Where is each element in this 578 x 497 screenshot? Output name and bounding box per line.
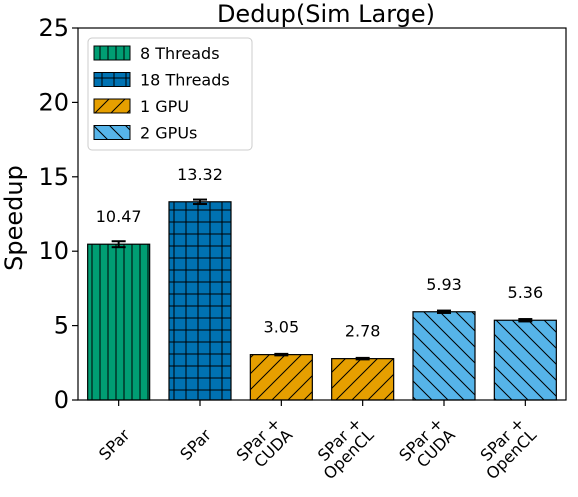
x-tick-label: SPar +CUDA: [233, 413, 297, 477]
legend-frame: [87, 37, 253, 151]
data-label: 5.36: [508, 283, 544, 302]
y-tick-label: 20: [38, 88, 69, 116]
legend: 8 Threads 18 Threads 1 GPU 2 GPUs: [87, 37, 253, 151]
legend-label: 8 Threads: [140, 44, 220, 63]
x-tick-label: SPar +CUDA: [395, 413, 459, 477]
bar-hatch: [493, 319, 557, 401]
plot-frame: [77, 27, 567, 401]
y-tick-label: 5: [54, 312, 69, 340]
legend-label: 1 GPU: [140, 97, 189, 116]
legend-item: 8 Threads: [93, 44, 220, 63]
y-tick-label: 10: [38, 237, 69, 265]
bar-group: 3.05: [249, 318, 313, 401]
bar-group: 2.78: [331, 322, 395, 401]
bar-group: 5.36: [493, 283, 557, 401]
y-tick-label: 15: [38, 163, 69, 191]
data-label: 13.32: [177, 165, 223, 184]
data-label: 3.05: [264, 318, 300, 337]
bar-group: 13.32: [168, 165, 232, 401]
legend-item: 18 Threads: [93, 71, 230, 90]
bar-hatch: [412, 311, 476, 401]
y-axis-label: Speedup: [0, 165, 28, 271]
bar-group: 10.47: [87, 207, 151, 401]
bar-hatch: [249, 354, 313, 401]
legend-swatch-hatch: [93, 45, 131, 61]
legend-item: 2 GPUs: [93, 124, 197, 143]
x-tick-label: SPar: [176, 425, 215, 464]
legend-item: 1 GPU: [93, 97, 189, 116]
data-label: 2.78: [345, 322, 381, 341]
legend-label: 18 Threads: [140, 71, 230, 90]
y-tick-label: 25: [38, 14, 69, 42]
data-label: 5.93: [426, 275, 462, 294]
legend-swatch-hatch: [93, 125, 131, 140]
bar-hatch: [168, 201, 232, 401]
data-label: 10.47: [96, 207, 142, 226]
y-tick-label: 0: [54, 386, 69, 414]
legend-label: 2 GPUs: [140, 124, 197, 143]
chart-title: Dedup(Sim Large): [217, 0, 435, 28]
bar-hatch: [331, 358, 395, 401]
x-tick-label: SPar +OpenCL: [308, 413, 378, 483]
bar-hatch: [87, 243, 151, 401]
x-tick-label: SPar +OpenCL: [470, 413, 540, 483]
bar-group: 5.93: [412, 275, 476, 401]
x-tick-label: SPar: [95, 425, 134, 464]
legend-swatch-hatch: [93, 98, 131, 114]
legend-swatch-hatch: [93, 72, 131, 87]
